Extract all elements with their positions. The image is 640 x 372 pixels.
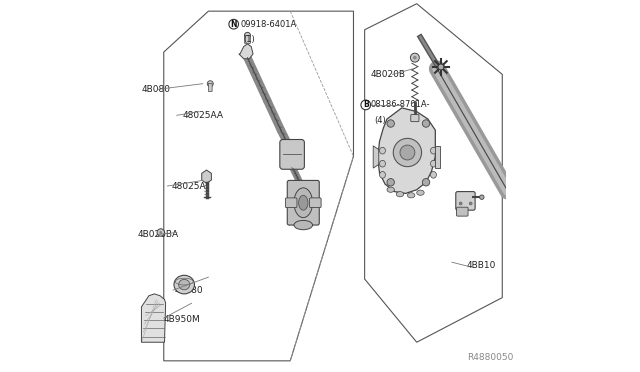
Circle shape (387, 179, 394, 186)
Text: 48025AA: 48025AA (182, 111, 223, 120)
Text: B: B (363, 100, 369, 109)
Circle shape (413, 56, 417, 60)
Polygon shape (202, 170, 211, 183)
Circle shape (159, 231, 163, 234)
Ellipse shape (380, 171, 385, 178)
Circle shape (422, 120, 429, 127)
Text: (4): (4) (374, 116, 386, 125)
FancyBboxPatch shape (411, 115, 419, 122)
Circle shape (244, 32, 250, 38)
FancyBboxPatch shape (310, 198, 321, 208)
Text: 4B080: 4B080 (141, 85, 170, 94)
Circle shape (394, 138, 422, 167)
Ellipse shape (431, 171, 436, 178)
Circle shape (400, 145, 415, 160)
Circle shape (422, 179, 429, 186)
FancyBboxPatch shape (285, 198, 297, 208)
Circle shape (157, 229, 164, 236)
Ellipse shape (294, 220, 312, 230)
Circle shape (459, 202, 462, 205)
Circle shape (229, 19, 239, 29)
FancyBboxPatch shape (280, 140, 305, 169)
Ellipse shape (179, 279, 190, 290)
Ellipse shape (396, 192, 404, 197)
FancyBboxPatch shape (287, 180, 319, 225)
Text: 4BB10: 4BB10 (467, 262, 496, 270)
Ellipse shape (380, 147, 385, 154)
Ellipse shape (294, 188, 312, 218)
Ellipse shape (431, 160, 436, 167)
Text: 09918-6401A: 09918-6401A (240, 20, 296, 29)
Polygon shape (378, 108, 435, 193)
Text: 48980: 48980 (175, 286, 204, 295)
Circle shape (469, 202, 472, 205)
Text: 4B020BA: 4B020BA (138, 230, 179, 239)
Ellipse shape (174, 275, 195, 294)
Ellipse shape (380, 160, 385, 167)
Ellipse shape (299, 195, 308, 210)
Ellipse shape (408, 193, 415, 198)
Ellipse shape (387, 187, 394, 192)
FancyBboxPatch shape (456, 192, 475, 210)
Text: 4B020B: 4B020B (370, 70, 405, 79)
Circle shape (361, 100, 371, 110)
Ellipse shape (431, 147, 436, 154)
Text: 4B950M: 4B950M (164, 315, 200, 324)
Ellipse shape (417, 190, 424, 195)
Circle shape (479, 195, 484, 199)
FancyBboxPatch shape (456, 207, 468, 216)
Text: 48025A: 48025A (172, 182, 206, 190)
Polygon shape (373, 146, 379, 168)
Text: (1): (1) (244, 35, 255, 44)
Circle shape (207, 81, 213, 87)
Text: 08186-8701A-: 08186-8701A- (370, 100, 429, 109)
Polygon shape (239, 44, 253, 59)
Polygon shape (141, 294, 166, 342)
Text: N: N (230, 20, 237, 29)
Circle shape (438, 64, 444, 70)
FancyBboxPatch shape (244, 35, 250, 44)
FancyBboxPatch shape (209, 83, 212, 92)
Polygon shape (435, 146, 440, 168)
Text: R4880050: R4880050 (467, 353, 513, 362)
Circle shape (410, 53, 419, 62)
Circle shape (387, 120, 394, 127)
